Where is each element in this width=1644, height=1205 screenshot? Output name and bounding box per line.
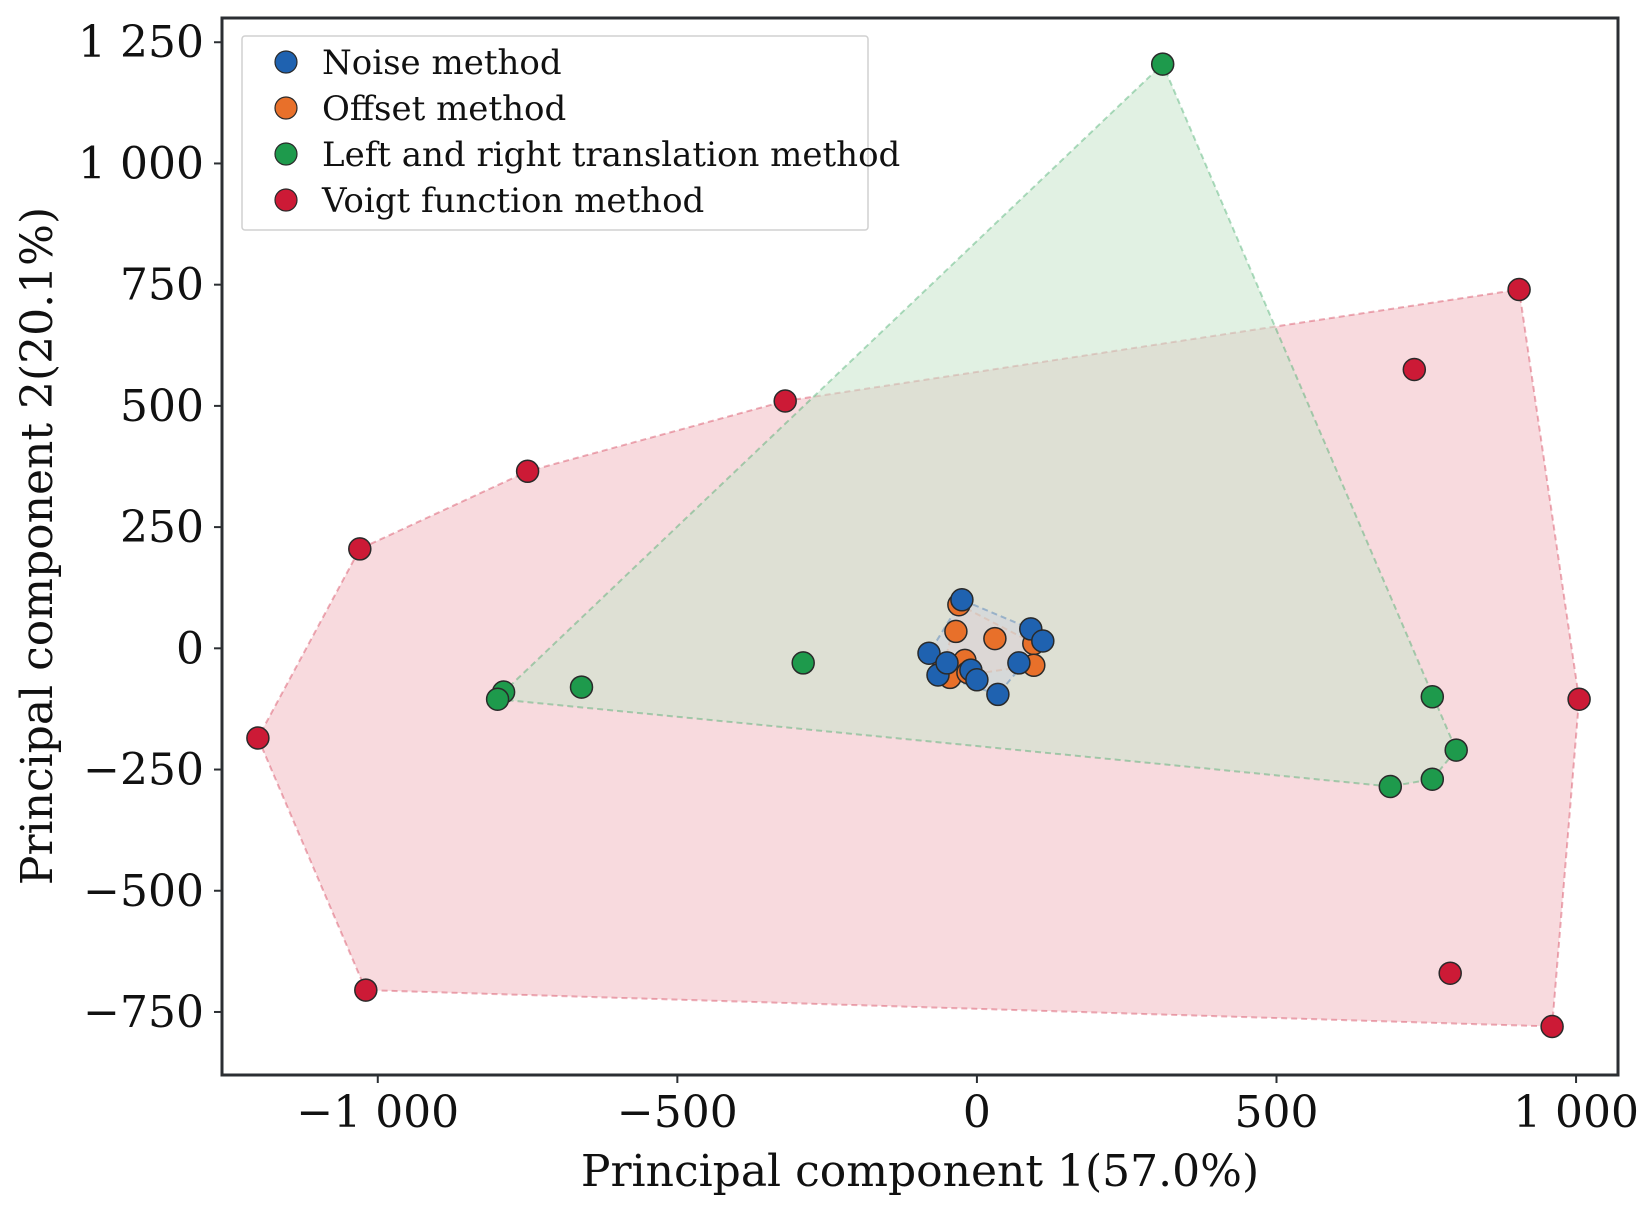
point-series-3-0 (1507, 277, 1531, 302)
y-tick-label: 750 (120, 260, 204, 311)
point-series-3-3 (515, 459, 540, 484)
point-series-3-9 (1567, 687, 1591, 711)
x-tick-label: 0 (963, 1087, 991, 1138)
x-tick-label: −1 000 (296, 1087, 459, 1138)
legend-label-2: Left and right translation method (322, 135, 900, 175)
y-tick-label: 1 250 (78, 17, 204, 68)
point-series-0-2 (1031, 629, 1055, 653)
point-series-3-7 (1438, 961, 1462, 985)
point-series-3-8 (1540, 1014, 1564, 1039)
point-series-0-3 (917, 641, 941, 665)
point-series-0-9 (935, 651, 959, 675)
point-series-3-4 (348, 537, 372, 561)
y-tick-label: 250 (120, 502, 204, 553)
point-series-3-2 (773, 389, 797, 413)
point-series-1-2 (983, 626, 1007, 651)
legend-label-3: Voigt function method (321, 181, 704, 221)
point-series-0-6 (965, 668, 989, 692)
point-series-3-5 (246, 726, 270, 750)
x-tick-label: 1 000 (1513, 1087, 1639, 1138)
x-tick-label: −500 (617, 1087, 738, 1138)
x-axis-label: Principal component 1(57.0%) (581, 1146, 1259, 1197)
legend-items: Noise method Offset method Left and right … (274, 43, 900, 221)
point-series-2-2 (569, 675, 594, 699)
plot-frame (220, 16, 1620, 1077)
legend-box (241, 35, 869, 231)
y-tick-label: −500 (83, 866, 204, 917)
x-tick-label: 500 (1234, 1087, 1318, 1138)
point-layer (246, 52, 1591, 1039)
legend-marker-2 (274, 142, 298, 166)
point-series-2-5 (1420, 685, 1445, 709)
y-tick-label: 500 (120, 381, 204, 432)
y-tick-label: −250 (83, 745, 204, 796)
y-tick-label: 0 (176, 623, 204, 674)
y-axis-label: Principal component 2(20.1%) (12, 207, 63, 885)
point-series-2-7 (1420, 767, 1445, 791)
point-series-1-1 (944, 619, 968, 644)
point-series-3-1 (1402, 357, 1427, 382)
point-series-2-1 (791, 651, 815, 675)
legend-label-1: Offset method (322, 89, 566, 129)
legend-marker-0 (274, 50, 298, 74)
legend: Noise method Offset method Left and right … (241, 35, 900, 231)
point-series-2-4 (485, 687, 510, 711)
point-series-2-8 (1378, 774, 1403, 799)
point-series-2-6 (1444, 738, 1468, 762)
y-tick-label: −750 (83, 987, 204, 1038)
point-series-0-7 (1007, 651, 1031, 675)
legend-marker-3 (274, 188, 298, 212)
point-series-0-8 (986, 682, 1010, 707)
point-series-0-0 (950, 588, 974, 612)
y-tick-label: 1 000 (78, 138, 204, 189)
legend-marker-1 (274, 96, 298, 120)
x-axis-ticks: −1 000 −500 0 500 1 000 (296, 1075, 1639, 1138)
point-series-2-0 (1150, 52, 1175, 76)
legend-label-0: Noise method (322, 43, 562, 83)
y-axis-ticks: −750 −500 −250 0 250 500 750 1 000 1 250 (78, 17, 222, 1038)
point-series-3-6 (354, 978, 378, 1002)
